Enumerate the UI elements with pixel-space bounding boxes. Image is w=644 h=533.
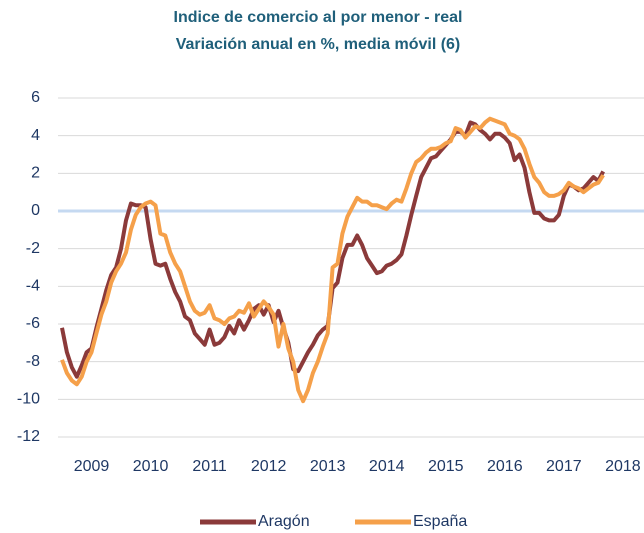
x-tick-label: 2013 <box>310 458 346 475</box>
x-tick-label: 2017 <box>546 458 582 475</box>
y-tick-label: -6 <box>26 315 40 332</box>
y-tick-label: -12 <box>17 428 40 445</box>
chart-title: Indice de comercio al por menor - real <box>174 9 463 26</box>
y-tick-label: 4 <box>31 127 40 144</box>
x-tick-label: 2010 <box>133 458 169 475</box>
y-tick-label: -8 <box>26 353 40 370</box>
y-tick-label: -2 <box>26 240 40 257</box>
chart-subtitle: Variación anual en %, media móvil (6) <box>176 36 461 53</box>
x-tick-label: 2016 <box>487 458 523 475</box>
x-tick-label: 2012 <box>251 458 287 475</box>
series-line <box>60 120 605 379</box>
x-tick-label: 2015 <box>428 458 464 475</box>
x-tick-label: 2011 <box>192 458 227 475</box>
y-tick-label: 2 <box>31 165 40 182</box>
y-tick-label: 6 <box>31 89 40 106</box>
legend-label: Aragón <box>258 513 310 530</box>
y-tick-label: -4 <box>26 278 40 295</box>
x-tick-label: 2009 <box>74 458 110 475</box>
y-tick-label: -10 <box>17 391 40 408</box>
series-line <box>60 116 605 404</box>
legend-label: España <box>413 513 467 530</box>
y-tick-label: 0 <box>31 202 40 219</box>
x-tick-label: 2018 <box>605 458 641 475</box>
x-tick-label: 2014 <box>369 458 405 475</box>
